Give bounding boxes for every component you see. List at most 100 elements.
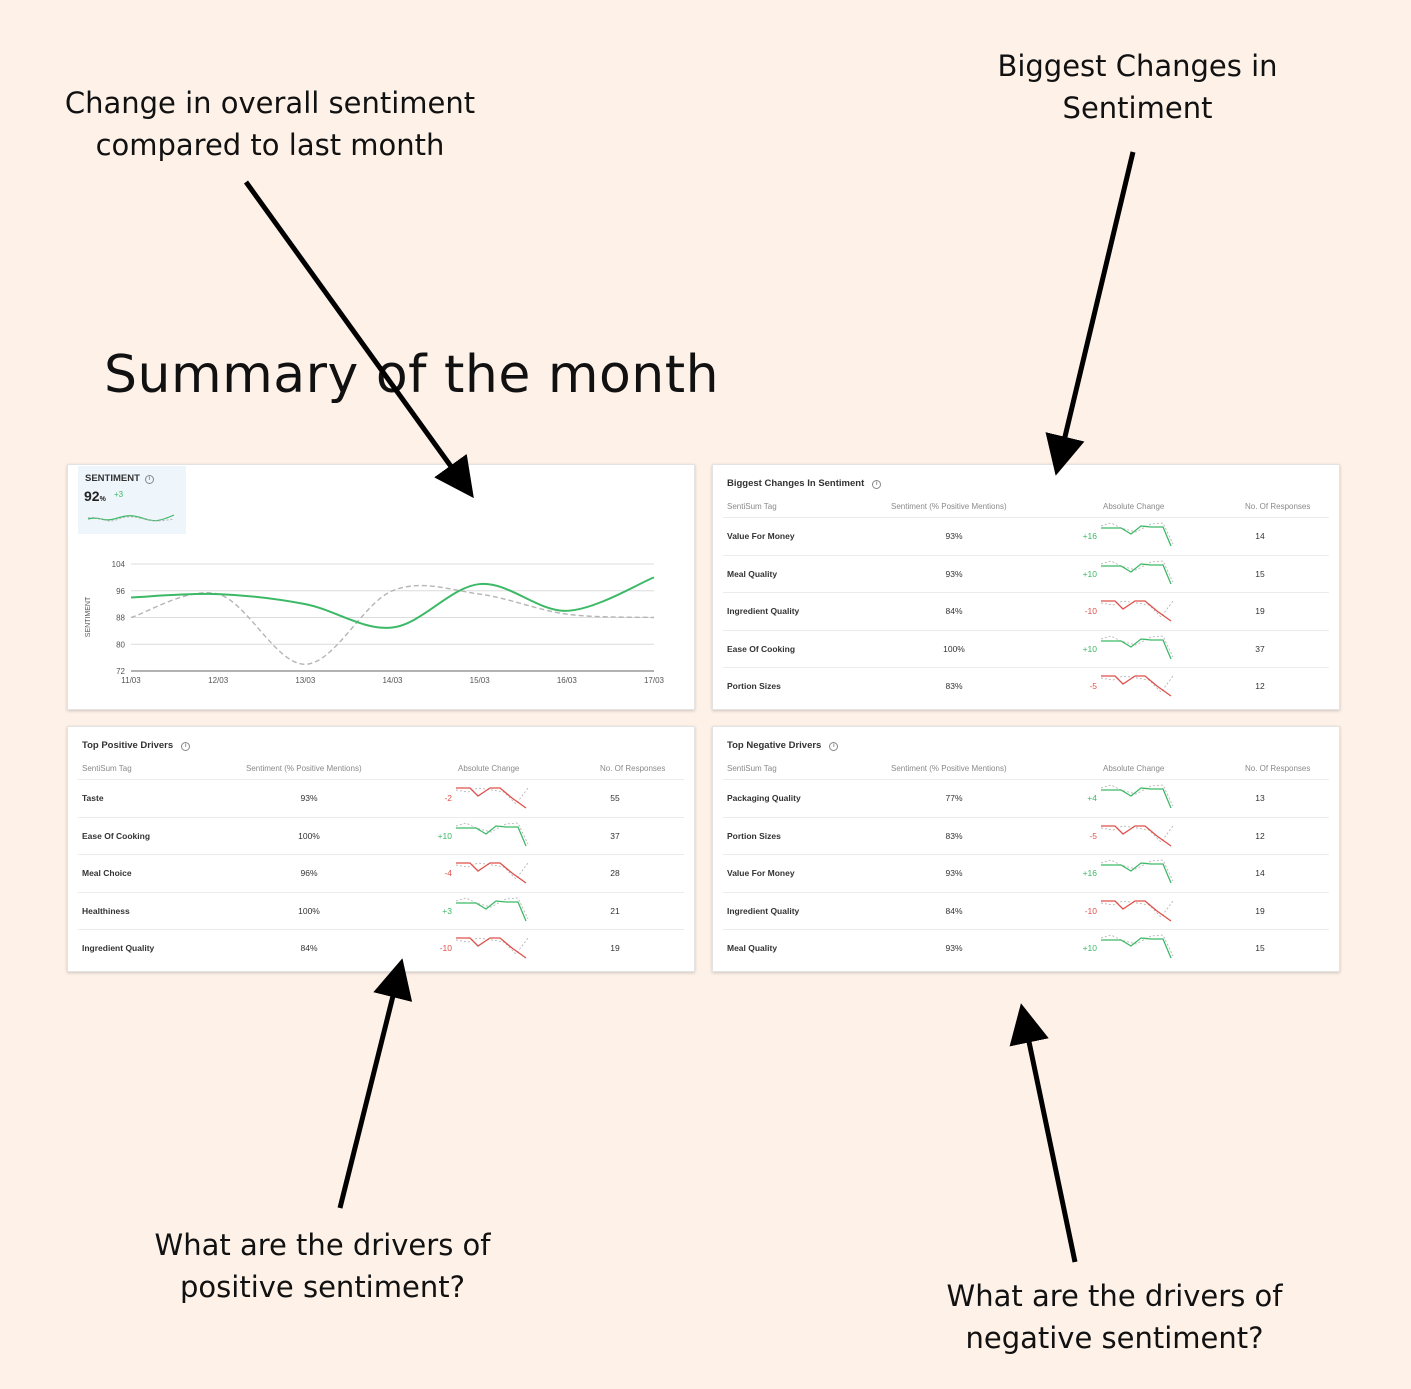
response-count: 37 — [1255, 643, 1265, 654]
table-row[interactable]: Value For Money 93% +16 14 — [723, 517, 1329, 556]
tag-name: Ingredient Quality — [727, 905, 800, 916]
column-header[interactable]: Absolute Change — [1103, 502, 1165, 511]
sentiment-percent: 93% — [945, 868, 963, 879]
x-tick-label: 11/03 — [121, 676, 141, 685]
change-sparkline — [1101, 675, 1174, 697]
x-tick-label: 14/03 — [382, 676, 403, 685]
column-header[interactable]: No. Of Responses — [1245, 502, 1311, 511]
card-title-text: Biggest Changes In Sentiment — [727, 478, 865, 489]
column-header[interactable]: SentiSum Tag — [727, 502, 777, 511]
response-count: 12 — [1255, 830, 1265, 841]
arrow-to-sentiment-chart — [243, 180, 474, 499]
absolute-change: -4 — [444, 868, 452, 879]
response-count: 15 — [1255, 943, 1265, 954]
change-sparkline — [456, 862, 529, 884]
column-header[interactable]: SentiSum Tag — [727, 764, 777, 773]
info-icon[interactable]: i — [829, 742, 839, 751]
table-row[interactable]: Ingredient Quality 84% -10 19 — [78, 929, 684, 968]
tag-name: Meal Quality — [727, 943, 778, 954]
change-sparkline — [456, 897, 529, 922]
info-icon[interactable]: i — [872, 480, 882, 489]
absolute-change: +3 — [442, 905, 452, 916]
tag-name: Ingredient Quality — [727, 606, 800, 617]
top-negative-drivers-card: Top Negative Drivers i SentiSum Tag Sentime… — [712, 726, 1340, 972]
sentiment-summary[interactable]: SENTIMENT i 92% +3 — [78, 466, 186, 534]
response-count: 19 — [1255, 606, 1265, 617]
response-count: 15 — [1255, 568, 1265, 579]
x-tick-label: 16/03 — [557, 676, 578, 685]
absolute-change: +4 — [1087, 793, 1097, 803]
table-row[interactable]: Ease Of Cooking 100% +10 37 — [723, 629, 1329, 669]
sentiment-label: SENTIMENT i — [85, 473, 154, 484]
info-icon[interactable]: i — [144, 475, 154, 484]
annotation-negative-drivers: What are the drivers of negative sentime… — [946, 1279, 1283, 1355]
table-row[interactable]: Ingredient Quality 84% -10 19 — [723, 592, 1329, 631]
absolute-change: +10 — [437, 830, 452, 841]
table-row[interactable]: Ingredient Quality 84% -10 19 — [723, 891, 1329, 931]
column-header[interactable]: Sentiment (% Positive Mentions) — [891, 502, 1007, 511]
sentiment-percent: 83% — [945, 681, 963, 692]
sentiment-percent: 93% — [945, 531, 963, 541]
y-tick-label: 72 — [116, 667, 125, 676]
table-row[interactable]: Packaging Quality 77% +4 13 — [723, 779, 1329, 818]
change-sparkline — [1101, 824, 1174, 847]
response-count: 12 — [1255, 681, 1265, 692]
sentiment-value: 92% — [84, 488, 106, 504]
arrow-to-biggest-changes — [1045, 151, 1136, 476]
table-row[interactable]: Ease Of Cooking 100% +10 37 — [78, 816, 684, 856]
tag-name: Meal Quality — [727, 568, 778, 579]
sentiment-percent: 83% — [945, 830, 963, 841]
sentiment-percent: 96% — [300, 868, 318, 879]
previous-period-line — [130, 584, 655, 666]
sentiment-percent: 77% — [945, 793, 963, 803]
top-positive-drivers-card: Top Positive Drivers i SentiSum Tag Sentime… — [67, 726, 695, 972]
y-tick-label: 80 — [116, 640, 125, 649]
change-sparkline — [456, 937, 529, 959]
table-row[interactable]: Meal Quality 93% +10 15 — [723, 929, 1329, 968]
column-header[interactable]: No. Of Responses — [1245, 764, 1311, 773]
current-period-line — [130, 576, 655, 629]
arrow-to-negative-drivers — [1009, 1003, 1078, 1263]
column-header[interactable]: Sentiment (% Positive Mentions) — [891, 764, 1007, 773]
card-title-text: Top Positive Drivers — [82, 740, 174, 751]
sentiment-mini-sparkline — [87, 514, 175, 522]
tag-name: Portion Sizes — [727, 830, 781, 841]
tag-name: Ingredient Quality — [82, 943, 155, 954]
tag-name: Ease Of Cooking — [82, 830, 151, 841]
y-axis-label: SENTIMENT — [85, 596, 92, 637]
change-sparkline — [1101, 900, 1174, 922]
change-sparkline — [1101, 934, 1174, 959]
table-row[interactable]: Meal Choice 96% -4 28 — [78, 854, 684, 893]
column-header[interactable]: Sentiment (% Positive Mentions) — [246, 764, 362, 773]
change-sparkline — [1101, 600, 1174, 622]
tag-name: Portion Sizes — [727, 681, 781, 692]
column-header[interactable]: No. Of Responses — [600, 764, 666, 773]
table-row[interactable]: Healthiness 100% +3 21 — [78, 891, 684, 931]
x-tick-label: 17/03 — [644, 676, 665, 685]
tag-name: Value For Money — [727, 868, 795, 879]
column-header[interactable]: Absolute Change — [458, 764, 520, 773]
sentiment-value-unit: % — [99, 496, 106, 503]
tag-name: Healthiness — [82, 905, 130, 916]
info-icon[interactable]: i — [181, 742, 191, 751]
sentiment-percent: 84% — [300, 943, 318, 954]
sentiment-percent: 100% — [298, 830, 320, 841]
table-row[interactable]: Portion Sizes 83% -5 12 — [723, 816, 1329, 856]
column-header[interactable]: SentiSum Tag — [82, 764, 132, 773]
biggest-changes-card: Biggest Changes In Sentiment i SentiSum Ta… — [712, 464, 1340, 710]
change-sparkline — [1101, 560, 1174, 584]
response-count: 13 — [1255, 793, 1265, 803]
response-count: 55 — [610, 793, 620, 803]
sentiment-line-chart: SENTIMENT 72 80 88 96 104 11/03 12/03 13/03 14/0… — [85, 560, 665, 685]
sentiment-percent: 93% — [945, 568, 963, 579]
table-row[interactable]: Taste 93% -2 55 — [78, 779, 684, 818]
response-count: 19 — [610, 943, 620, 954]
sentiment-percent: 93% — [945, 943, 963, 954]
table-row[interactable]: Value For Money 93% +16 14 — [723, 854, 1329, 893]
column-header[interactable]: Absolute Change — [1103, 764, 1165, 773]
response-count: 21 — [610, 905, 620, 916]
tag-name: Packaging Quality — [727, 793, 801, 803]
card-title: Biggest Changes In Sentiment i — [727, 478, 882, 489]
table-row[interactable]: Portion Sizes 83% -5 12 — [723, 667, 1329, 706]
table-row[interactable]: Meal Quality 93% +10 15 — [723, 554, 1329, 594]
